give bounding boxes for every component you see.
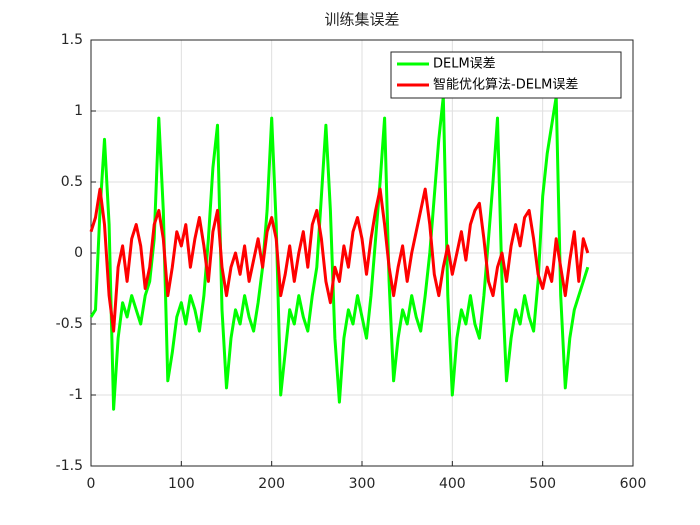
y-tick-label: -1.5 [56,458,83,474]
x-tick-label: 200 [258,476,285,492]
y-tick-label: 1 [74,103,83,119]
y-tick-label: 0.5 [61,174,83,190]
x-tick-label: 0 [87,476,96,492]
legend-box [390,51,622,99]
series-line [89,95,590,411]
x-tick-label: 600 [620,476,647,492]
y-tick-label: -0.5 [56,316,83,332]
plot-frame [90,39,634,467]
x-tick-label: 400 [439,476,466,492]
y-tick-label: 1.5 [61,32,83,48]
y-tick-label: -1 [69,387,83,403]
x-tick-label: 300 [349,476,376,492]
x-tick-label: 100 [168,476,195,492]
series-line [89,187,590,333]
y-tick-label: 0 [74,245,83,261]
x-tick-label: 500 [529,476,556,492]
chart-title: 训练集误差 [324,11,399,29]
legend-label: 智能优化算法-DELM误差 [433,78,578,93]
legend-label: DELM误差 [433,57,496,72]
